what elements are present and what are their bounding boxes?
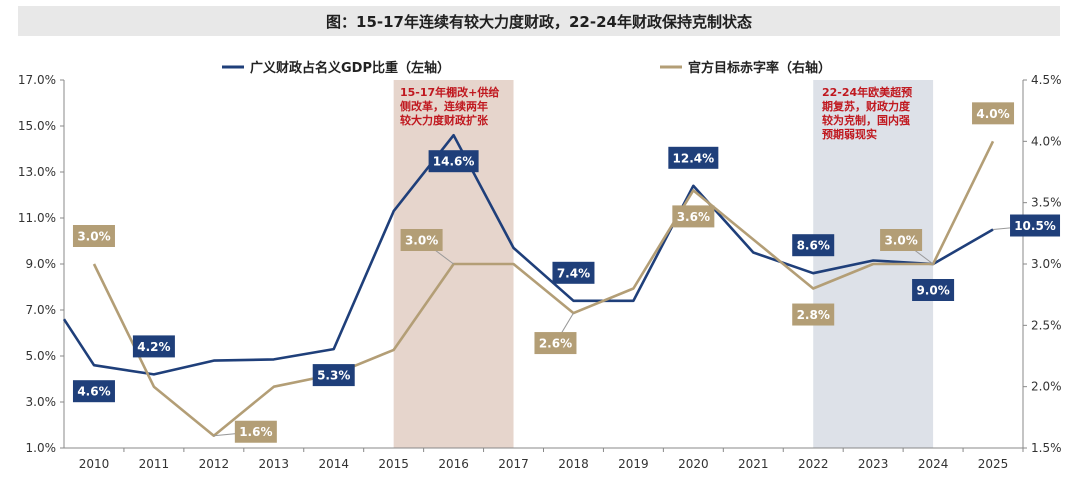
data-label-box	[428, 150, 479, 173]
left-axis-tick-label: 7.0%	[26, 303, 57, 317]
x-axis-tick-label: 2023	[858, 457, 889, 471]
annotation-text: 预期弱现实	[822, 127, 877, 141]
left-axis-tick-label: 15.0%	[18, 119, 56, 133]
x-axis-tick-label: 2011	[139, 457, 170, 471]
data-label-box	[672, 205, 715, 228]
annotation-text: 15-17年棚改+供给	[400, 85, 499, 99]
data-label-box	[1010, 214, 1061, 237]
x-axis-tick-label: 2015	[378, 457, 409, 471]
x-axis-tick-label: 2020	[678, 457, 709, 471]
data-label-box	[72, 380, 115, 403]
x-axis-tick-label: 2014	[318, 457, 349, 471]
data-label: 5.3%	[317, 369, 350, 383]
data-label-box	[234, 420, 277, 443]
x-axis-tick-label: 2025	[978, 457, 1009, 471]
data-label: 12.4%	[673, 151, 715, 165]
data-label: 4.6%	[77, 385, 110, 399]
data-label-box	[792, 303, 835, 326]
data-label-box	[552, 261, 595, 284]
data-label: 1.6%	[239, 425, 272, 439]
x-axis-tick-label: 2018	[558, 457, 589, 471]
x-axis-tick-label: 2016	[438, 457, 469, 471]
right-axis-tick-label: 3.5%	[1031, 196, 1062, 210]
data-label-box	[72, 225, 115, 247]
data-label: 3.0%	[884, 234, 917, 248]
data-label: 2.6%	[539, 337, 572, 351]
x-axis-tick-label: 2019	[618, 457, 649, 471]
data-label: 3.6%	[677, 210, 710, 224]
right-axis-tick-label: 2.5%	[1031, 318, 1062, 332]
annotation-text: 较为克制，国内强	[822, 113, 910, 127]
data-label: 3.0%	[77, 230, 110, 244]
annotation-text: 侧改革，连续两年	[400, 99, 488, 113]
left-axis-tick-label: 1.0%	[26, 441, 57, 455]
legend-label: 官方目标赤字率（右轴）	[688, 60, 831, 76]
data-label: 3.0%	[405, 234, 438, 248]
left-axis-tick-label: 11.0%	[18, 211, 56, 225]
chart-title: 图：15-17年连续有较大力度财政，22-24年财政保持克制状态	[18, 6, 1060, 36]
x-axis-tick-label: 2010	[79, 457, 110, 471]
right-axis-tick-label: 1.5%	[1031, 441, 1062, 455]
left-axis-tick-label: 17.0%	[18, 73, 56, 87]
x-axis-tick-label: 2021	[738, 457, 769, 471]
data-label-box	[912, 279, 955, 301]
data-label-box	[132, 335, 175, 358]
data-label: 10.5%	[1014, 219, 1056, 233]
right-axis-tick-label: 3.0%	[1031, 257, 1062, 271]
left-axis-tick-label: 9.0%	[26, 257, 57, 271]
data-label-box	[400, 229, 443, 251]
data-label-box	[534, 332, 577, 355]
x-axis-tick-label: 2022	[798, 457, 829, 471]
data-label: 8.6%	[797, 239, 830, 253]
data-label-box	[312, 364, 355, 387]
x-axis-tick-label: 2012	[199, 457, 230, 471]
annotation-text: 较大力度财政扩张	[400, 113, 489, 127]
data-label: 4.0%	[976, 107, 1009, 121]
annotation-text: 期复苏，财政力度	[822, 99, 911, 113]
data-label: 14.6%	[433, 155, 475, 169]
left-axis-tick-label: 5.0%	[26, 349, 57, 363]
legend-label: 广义财政占名义GDP比重（左轴）	[250, 60, 450, 76]
data-label-box	[972, 102, 1015, 125]
right-axis-tick-label: 2.0%	[1031, 380, 1062, 394]
x-axis-tick-label: 2013	[259, 457, 290, 471]
left-axis-tick-label: 3.0%	[26, 395, 57, 409]
left-axis-tick-label: 13.0%	[18, 165, 56, 179]
right-axis-tick-label: 4.0%	[1031, 134, 1062, 148]
series-line-2	[92, 140, 995, 438]
data-label: 9.0%	[916, 284, 949, 298]
annotation-text: 22-24年欧美超预	[822, 85, 912, 99]
data-label-box	[792, 234, 835, 257]
series-line-1	[62, 133, 994, 376]
data-label-box	[880, 229, 923, 251]
right-axis-tick-label: 4.5%	[1031, 73, 1062, 87]
data-label: 4.2%	[137, 340, 170, 354]
data-label: 7.4%	[557, 266, 590, 280]
data-label-box	[668, 146, 719, 169]
x-axis-tick-label: 2017	[498, 457, 529, 471]
x-axis-tick-label: 2024	[918, 457, 949, 471]
data-label: 2.8%	[797, 308, 830, 322]
